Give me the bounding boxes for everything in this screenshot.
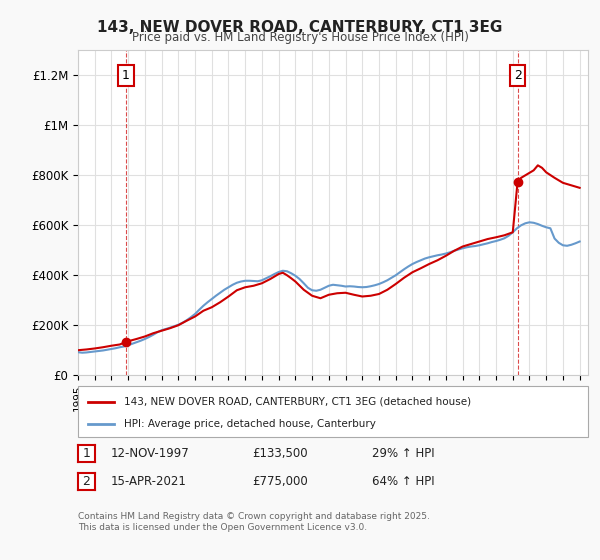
Text: 1: 1 bbox=[82, 447, 91, 460]
Text: 143, NEW DOVER ROAD, CANTERBURY, CT1 3EG (detached house): 143, NEW DOVER ROAD, CANTERBURY, CT1 3EG… bbox=[124, 396, 471, 407]
Text: Price paid vs. HM Land Registry's House Price Index (HPI): Price paid vs. HM Land Registry's House … bbox=[131, 31, 469, 44]
Text: 143, NEW DOVER ROAD, CANTERBURY, CT1 3EG: 143, NEW DOVER ROAD, CANTERBURY, CT1 3EG bbox=[97, 20, 503, 35]
Text: 15-APR-2021: 15-APR-2021 bbox=[111, 475, 187, 488]
Text: 1: 1 bbox=[122, 69, 130, 82]
Text: £775,000: £775,000 bbox=[252, 475, 308, 488]
Text: £133,500: £133,500 bbox=[252, 447, 308, 460]
Text: HPI: Average price, detached house, Canterbury: HPI: Average price, detached house, Cant… bbox=[124, 419, 376, 429]
Text: Contains HM Land Registry data © Crown copyright and database right 2025.
This d: Contains HM Land Registry data © Crown c… bbox=[78, 512, 430, 532]
Text: 2: 2 bbox=[82, 475, 91, 488]
Text: 29% ↑ HPI: 29% ↑ HPI bbox=[372, 447, 434, 460]
Text: 2: 2 bbox=[514, 69, 521, 82]
Text: 64% ↑ HPI: 64% ↑ HPI bbox=[372, 475, 434, 488]
Text: 12-NOV-1997: 12-NOV-1997 bbox=[111, 447, 190, 460]
FancyBboxPatch shape bbox=[78, 386, 588, 437]
